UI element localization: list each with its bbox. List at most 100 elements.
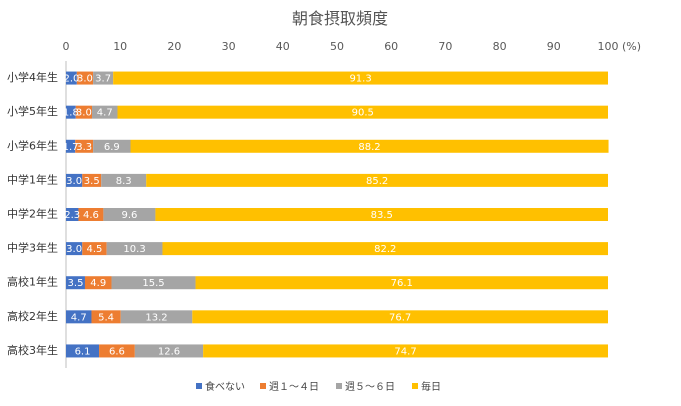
category-label: 高校3年生 [7, 343, 58, 357]
bar-segment [195, 276, 608, 290]
x-tick-label: 0 [63, 40, 70, 53]
bar-segment [66, 242, 83, 256]
data-label: 4.7 [71, 312, 87, 323]
bar-segment [66, 71, 77, 85]
bar-segment [192, 310, 608, 324]
x-tick-label: 40 [276, 40, 290, 53]
x-axis: 0 10 20 30 40 50 60 70 80 90 100 (%) [63, 40, 641, 368]
bar-segment [75, 105, 93, 119]
data-label: 15.5 [142, 278, 164, 289]
data-label: 3.0 [66, 244, 82, 255]
x-tick-label: 20 [167, 40, 181, 53]
bar-segment [66, 105, 76, 119]
category-label: 小学5年生 [7, 104, 58, 118]
bar-segment [113, 71, 609, 85]
x-tick-label: 10 [113, 40, 127, 53]
data-labels: 2.03.0 3.7 91.31.83.0 4.7 90.51.73.3 6.9 88.23… [63, 74, 417, 358]
data-label: 85.2 [366, 176, 388, 187]
x-tick-label: 70 [438, 40, 452, 53]
x-tick-label: 80 [493, 40, 507, 53]
category-label: 高校1年生 [7, 275, 58, 289]
legend-swatch [260, 383, 266, 389]
bar-segment [75, 139, 94, 153]
bar-segment [101, 173, 147, 187]
bar-segment [66, 208, 79, 221]
category-label: 中学3年生 [7, 241, 58, 255]
bar-segment [93, 71, 114, 85]
bar-segment [82, 173, 102, 187]
bar-segment [155, 208, 608, 221]
x-tick-label: 100 [598, 40, 619, 53]
bar-segment [106, 242, 163, 256]
bars [66, 71, 609, 358]
data-label: 6.9 [104, 142, 120, 153]
bar-segment [66, 276, 85, 290]
bar-segment [99, 344, 135, 358]
data-label: 3.0 [66, 176, 82, 187]
data-label: 90.5 [352, 108, 374, 119]
legend-label: 毎日 [421, 380, 441, 393]
bar-segment [66, 310, 92, 324]
bar-segment [93, 139, 131, 153]
data-label: 2.0 [63, 74, 79, 85]
chart-title: 朝食摂取頻度 [292, 9, 388, 28]
bar-segment [203, 344, 608, 358]
bar-segment [111, 276, 196, 290]
legend-label: 週５～６日 [345, 381, 395, 393]
data-label: 5.4 [98, 312, 114, 323]
legend-swatch [196, 383, 202, 389]
data-label: 3.5 [68, 278, 84, 289]
category-label: 小学6年生 [7, 138, 58, 152]
data-label: 4.9 [90, 278, 106, 289]
category-label: 小学4年生 [7, 70, 58, 84]
legend-swatch [412, 383, 418, 389]
bar-segment [130, 139, 609, 153]
data-label: 6.6 [109, 346, 125, 357]
data-label: 10.3 [123, 244, 145, 255]
bar-segment [66, 344, 100, 358]
data-label: 13.2 [145, 312, 167, 323]
bar-segment [134, 344, 204, 358]
bar-segment [91, 310, 121, 324]
data-label: 3.5 [84, 176, 100, 187]
bar-segment [82, 242, 107, 256]
bar-segment [92, 105, 118, 119]
legend-label: 食べない [205, 380, 245, 393]
data-label: 4.6 [83, 210, 99, 221]
data-label: 9.6 [121, 210, 137, 221]
data-label: 6.1 [75, 346, 91, 357]
category-label: 中学1年生 [7, 172, 58, 186]
category-label: 高校2年生 [7, 309, 58, 323]
data-label: 82.2 [374, 244, 396, 255]
bar-segment [76, 71, 94, 85]
bar-segment [162, 242, 608, 256]
category-labels: 小学4年生小学5年生小学6年生中学1年生中学2年生中学3年生高校1年生高校2年生… [7, 70, 58, 357]
data-label: 3.3 [76, 142, 92, 153]
data-label: 76.1 [391, 278, 413, 289]
bar-segment [146, 173, 608, 187]
data-label: 1.8 [63, 108, 79, 119]
data-label: 3.0 [76, 108, 92, 119]
bar-segment [103, 208, 156, 221]
category-label: 中学2年生 [7, 207, 58, 221]
x-tick-label: 60 [384, 40, 398, 53]
unit-label: (%) [622, 40, 641, 53]
data-label: 4.7 [97, 108, 113, 119]
data-label: 8.3 [116, 176, 132, 187]
data-label: 76.7 [389, 312, 411, 323]
data-label: 3.0 [77, 74, 93, 85]
bar-segment [66, 139, 76, 153]
bar-segment [66, 173, 83, 187]
data-label: 83.5 [371, 210, 393, 221]
data-label: 2.3 [64, 210, 80, 221]
data-label: 91.3 [349, 74, 371, 85]
data-label: 12.6 [158, 346, 180, 357]
legend: 食べない 週１～４日 週５～６日 毎日 [196, 380, 441, 393]
data-label: 3.7 [95, 74, 111, 85]
bar-segment [120, 310, 193, 324]
data-label: 88.2 [358, 142, 380, 153]
bar-segment [84, 276, 112, 290]
data-label: 1.7 [63, 142, 79, 153]
data-label: 4.5 [87, 244, 103, 255]
